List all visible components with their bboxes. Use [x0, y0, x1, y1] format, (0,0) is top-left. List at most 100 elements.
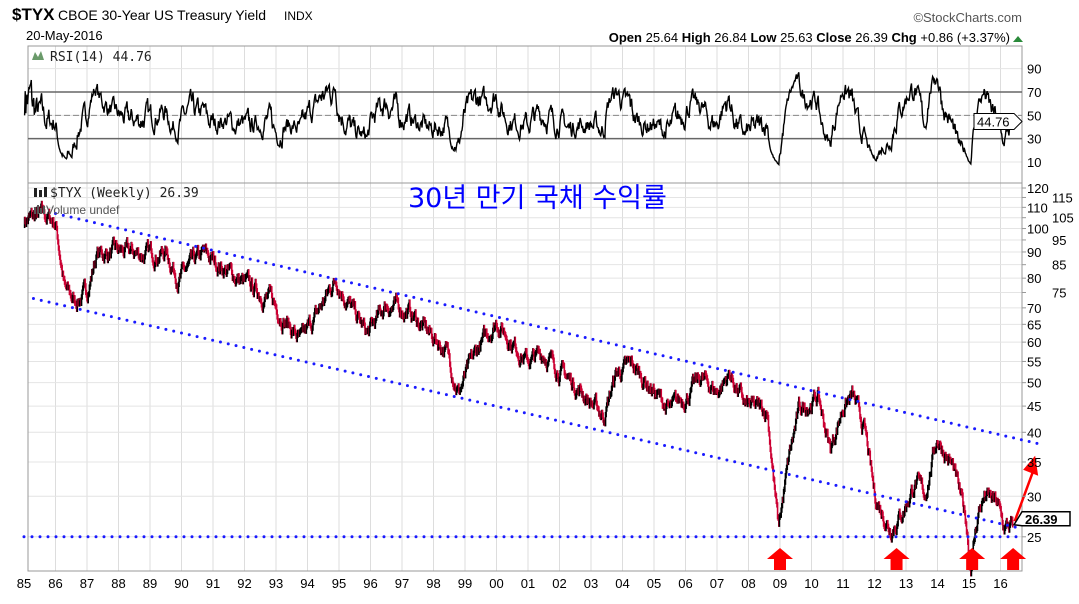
- x-tick-label: 05: [647, 576, 661, 591]
- up-arrow-icon: [883, 548, 910, 570]
- y-tick-label: 115: [1052, 190, 1073, 205]
- rsi-line: [23, 72, 1014, 167]
- x-tick-label: 09: [773, 576, 787, 591]
- x-tick-label: 06: [678, 576, 692, 591]
- y-tick-label: 25: [1027, 530, 1041, 545]
- open-label: Open: [609, 30, 642, 45]
- x-tick-label: 01: [521, 576, 535, 591]
- x-tick-label: 03: [584, 576, 598, 591]
- exchange: INDX: [284, 9, 313, 23]
- x-tick-label: 94: [300, 576, 314, 591]
- trendline-upper-channel: [54, 211, 1040, 446]
- x-tick-label: 87: [80, 576, 94, 591]
- y-tick-label: 105: [1052, 211, 1074, 226]
- y-tick-label: 100: [1027, 222, 1049, 237]
- y-tick-label: 35: [1027, 455, 1041, 470]
- price-panel-frame: [27, 182, 1023, 572]
- rsi-panel: 44.76: [23, 72, 1023, 167]
- x-tick-label: 08: [741, 576, 755, 591]
- x-tick-label: 98: [426, 576, 440, 591]
- x-tick-label: 91: [206, 576, 220, 591]
- up-triangle-icon: [1013, 36, 1023, 42]
- chg-label: Chg: [891, 30, 916, 45]
- rsi-tick-label: 90: [1027, 62, 1041, 77]
- y-tick-label: 110: [1027, 200, 1048, 215]
- x-tick-label: 14: [930, 576, 944, 591]
- ohlc-legend-icon: [34, 187, 47, 197]
- high-label: High: [682, 30, 711, 45]
- x-tick-label: 13: [899, 576, 913, 591]
- rsi-tick-label: 10: [1027, 155, 1041, 170]
- y-tick-label: 85: [1052, 258, 1066, 273]
- x-tick-label: 10: [804, 576, 818, 591]
- volume-legend-icon: [34, 205, 45, 214]
- x-tick-label: 99: [458, 576, 472, 591]
- y-tick-label: 40: [1027, 425, 1041, 440]
- price-panel: 26.39: [22, 200, 1071, 577]
- axes: 85 86 87 88 89 90 91 92 93 94 95 96 97 98 99 00 01 02 03 04…: [17, 62, 1074, 591]
- projection-arrowhead-icon: [1023, 455, 1039, 476]
- high-value: 26.84: [714, 30, 747, 45]
- y-tick-label: 60: [1027, 335, 1041, 350]
- y-tick-label: 50: [1027, 376, 1041, 391]
- x-tick-label: 04: [615, 576, 629, 591]
- close-label: Close: [816, 30, 851, 45]
- y-tick-label: 95: [1052, 233, 1066, 248]
- price-legend: $TYX (Weekly) 26.39: [50, 186, 199, 201]
- y-tick-label: 70: [1027, 301, 1041, 316]
- x-tick-label: 90: [174, 576, 188, 591]
- chg-value: +0.86 (+3.37%): [920, 30, 1010, 45]
- y-tick-label: 30: [1027, 489, 1041, 504]
- up-arrow-icon: [767, 548, 793, 570]
- trendline-lower-channel: [31, 297, 1021, 530]
- x-tick-label: 95: [332, 576, 346, 591]
- x-tick-label: 97: [395, 576, 409, 591]
- security-name: CBOE 30-Year US Treasury Yield: [58, 7, 266, 23]
- price-value-tag: [1012, 511, 1071, 527]
- up-arrow-icon: [1000, 548, 1027, 570]
- y-tick-label: 55: [1027, 354, 1041, 369]
- chart-title: 30년 만기 국채 수익률: [408, 183, 667, 214]
- rsi-value-tag: [973, 112, 1023, 130]
- rsi-legend-icon: [32, 51, 44, 60]
- close-value: 26.39: [855, 30, 888, 45]
- y-tick-label: 45: [1027, 399, 1041, 414]
- y-tick-label: 80: [1027, 271, 1041, 286]
- x-tick-label: 15: [962, 576, 976, 591]
- open-value: 25.64: [646, 30, 679, 45]
- x-tick-label: 88: [111, 576, 125, 591]
- rsi-tick-label: 50: [1027, 108, 1041, 123]
- projection-arrow-line: [1013, 465, 1037, 522]
- x-tick-label: 12: [867, 576, 881, 591]
- x-tick-label: 93: [269, 576, 283, 591]
- rsi-tick-label: 70: [1027, 85, 1041, 100]
- grid: [28, 46, 1022, 571]
- y-tick-label: 65: [1027, 317, 1041, 332]
- x-tick-label: 86: [48, 576, 62, 591]
- x-tick-label: 92: [237, 576, 251, 591]
- x-tick-label: 11: [836, 576, 850, 591]
- x-tick-label: 96: [363, 576, 377, 591]
- brand-link[interactable]: ©StockCharts.com: [913, 10, 1022, 25]
- date: 20-May-2016: [26, 28, 103, 43]
- x-tick-label: 02: [552, 576, 566, 591]
- rsi-value-label: 44.76: [977, 114, 1010, 129]
- volume-legend: Volume undef: [46, 203, 120, 217]
- rsi-tick-label: 30: [1027, 132, 1041, 147]
- rsi-legend: RSI(14) 44.76: [50, 50, 152, 65]
- low-label: Low: [750, 30, 777, 45]
- low-value: 25.63: [780, 30, 813, 45]
- x-tick-label: 89: [143, 576, 157, 591]
- x-tick-label: 00: [489, 576, 503, 591]
- x-tick-label: 16: [993, 576, 1007, 591]
- up-arrow-icon: [959, 548, 986, 570]
- ohlc-summary: Open 25.64 High 26.84 Low 25.63 Close 26…: [609, 30, 1010, 45]
- x-tick-label: 07: [710, 576, 724, 591]
- y-tick-label: 75: [1052, 286, 1066, 301]
- symbol: $TYX: [12, 5, 55, 24]
- x-tick-label: 85: [17, 576, 31, 591]
- y-tick-label: 90: [1027, 245, 1041, 260]
- y-tick-label: 120: [1027, 181, 1049, 196]
- price-value-label: 26.39: [1025, 512, 1058, 527]
